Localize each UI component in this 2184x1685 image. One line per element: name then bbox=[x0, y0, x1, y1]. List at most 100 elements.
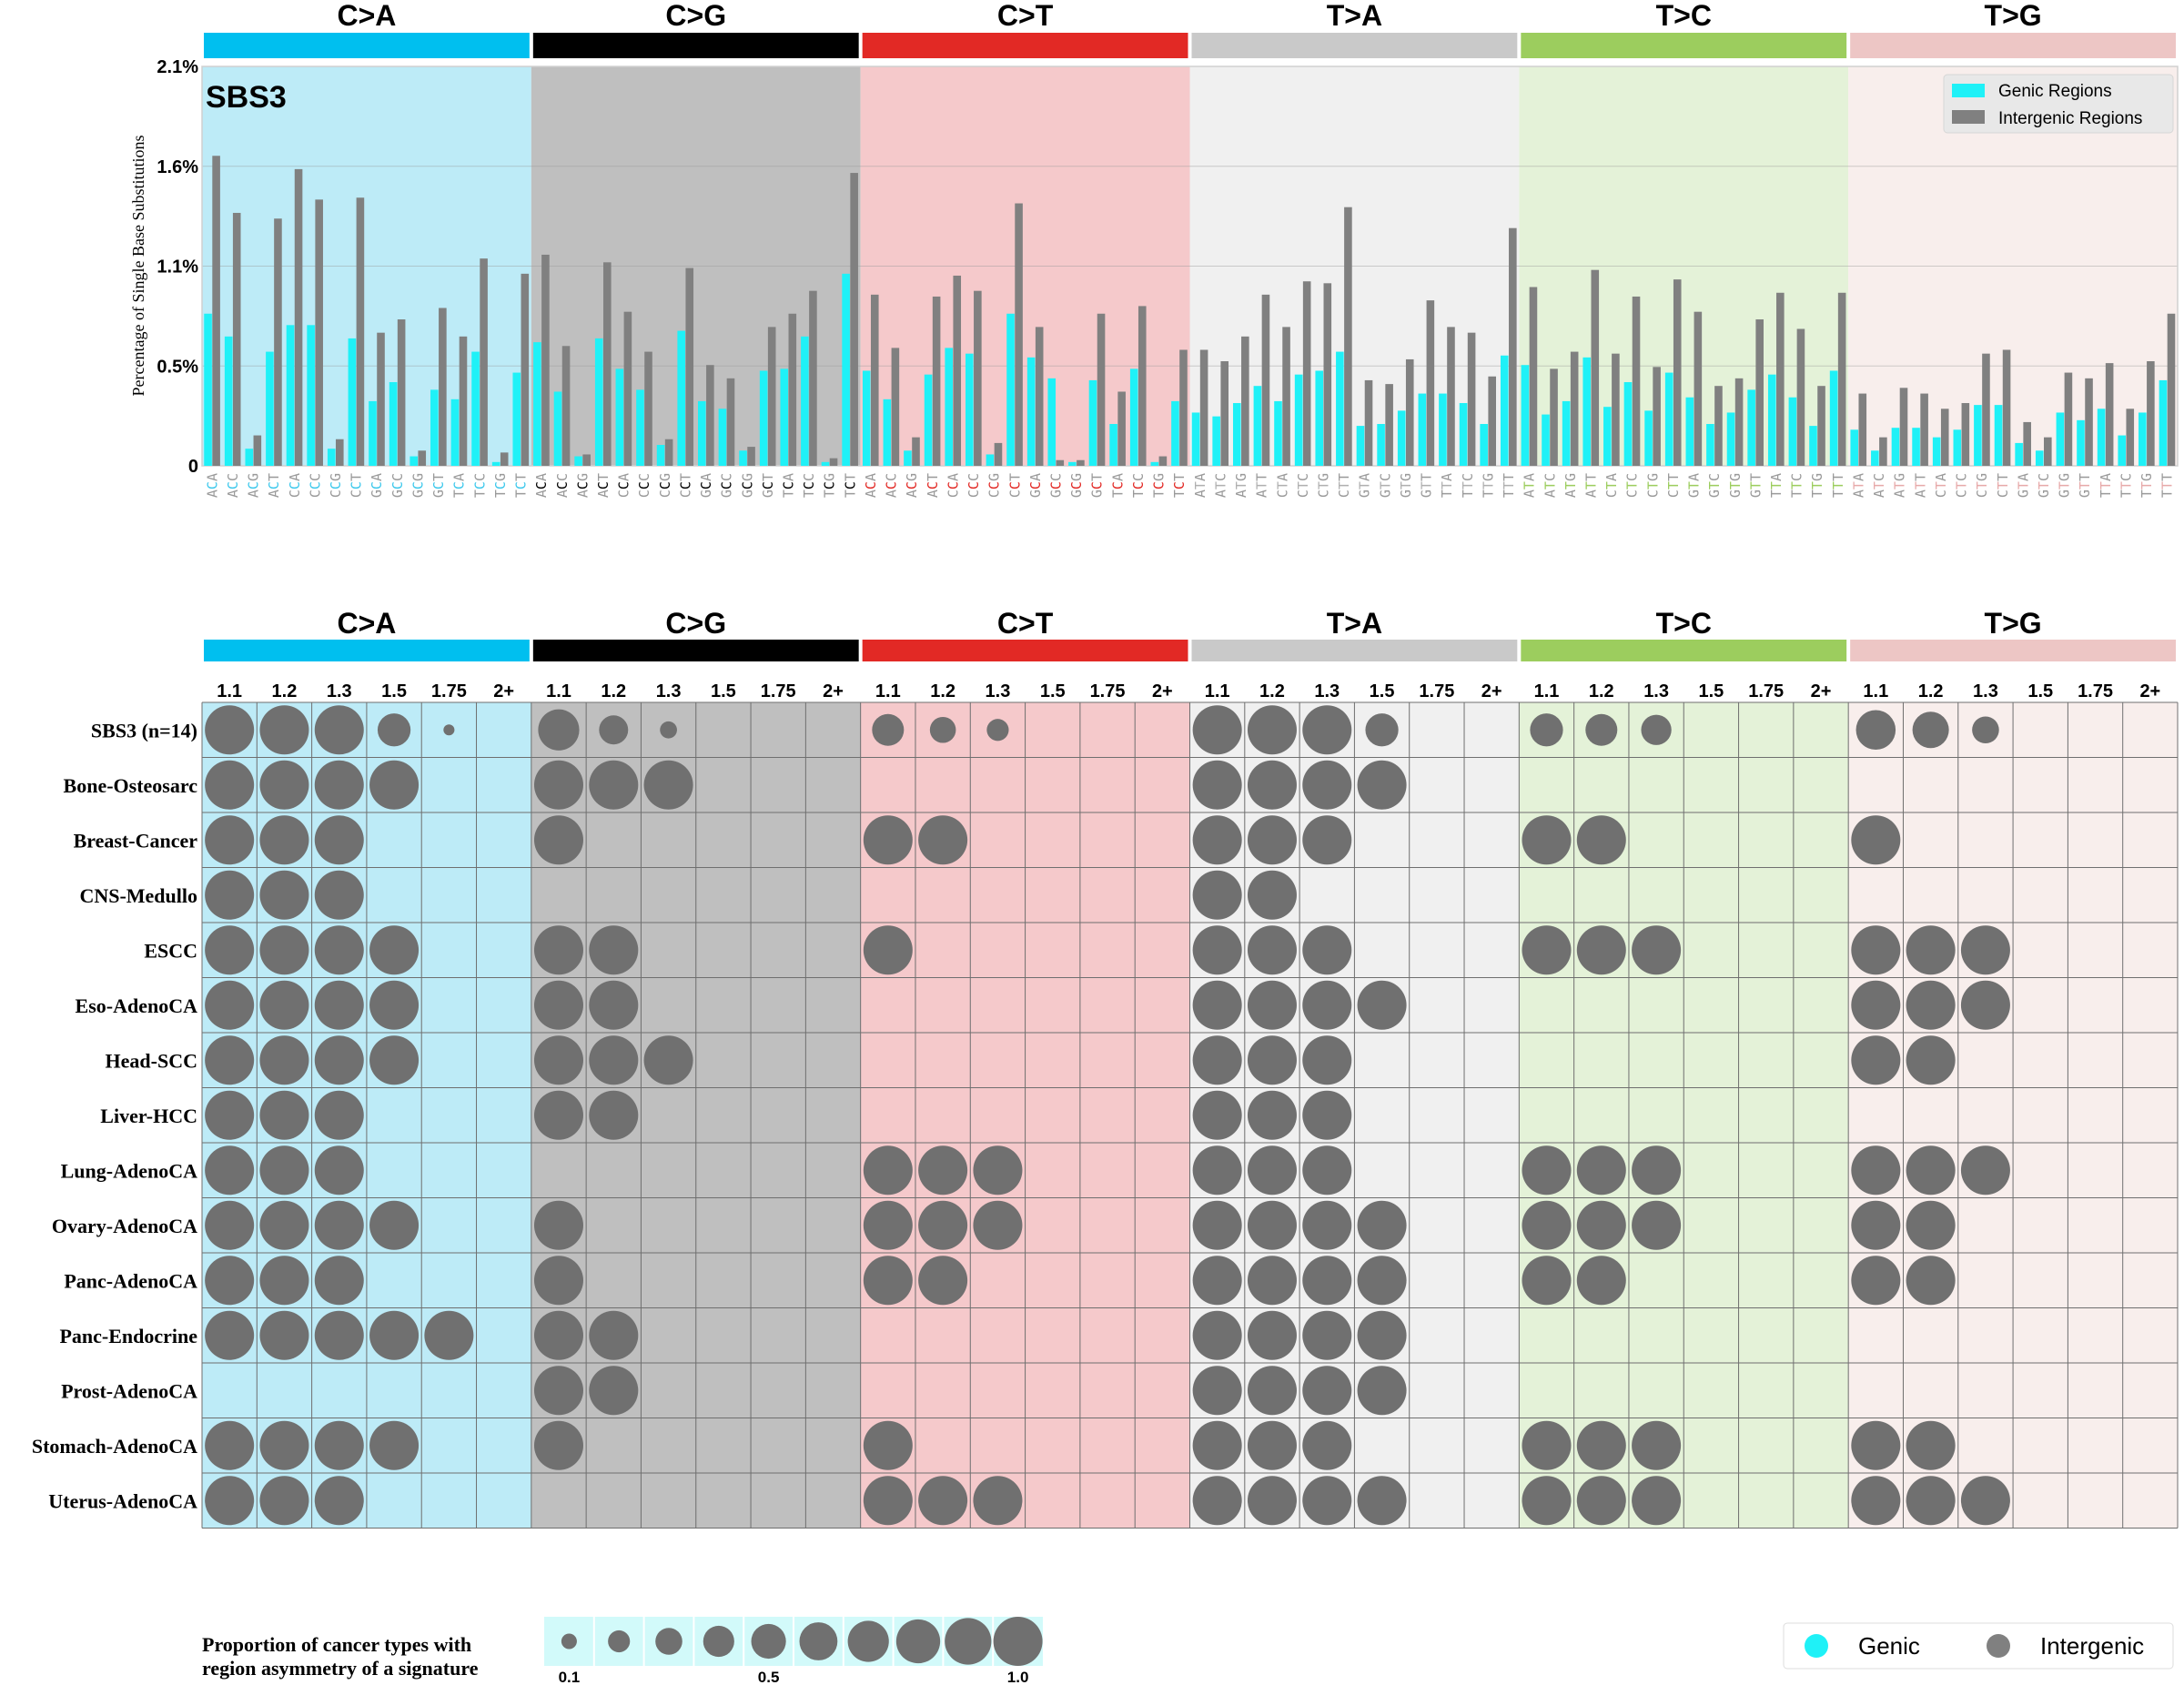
context-label: ACC bbox=[884, 473, 900, 498]
bubble bbox=[259, 1090, 309, 1140]
series-legend: Genic Regions Intergenic Regions bbox=[1943, 74, 2174, 134]
bubble bbox=[918, 1476, 968, 1526]
bar-intergenic bbox=[1323, 283, 1332, 466]
color-legend-marker-genic bbox=[1805, 1634, 1828, 1658]
bubble bbox=[1302, 1310, 1352, 1360]
bar-intergenic bbox=[1467, 332, 1476, 466]
bubble bbox=[314, 1200, 364, 1250]
context-base: T bbox=[2036, 481, 2052, 489]
bar-intergenic bbox=[1879, 437, 1887, 466]
bar-intergenic bbox=[2064, 372, 2073, 466]
bubble bbox=[1522, 925, 1572, 975]
context-label: ATT bbox=[1582, 473, 1599, 498]
context-base: A bbox=[533, 489, 550, 498]
context-label: ACA bbox=[533, 473, 550, 498]
context-base: C bbox=[1048, 473, 1065, 481]
context-base: C bbox=[1603, 489, 1620, 498]
bar-genic bbox=[512, 372, 521, 466]
bar-intergenic bbox=[1653, 367, 1661, 466]
bubble bbox=[1960, 1145, 2010, 1196]
bar-genic bbox=[286, 325, 295, 466]
class-header-bar bbox=[1191, 640, 1518, 661]
bar-genic bbox=[1047, 378, 1057, 466]
bubble bbox=[1632, 1200, 1682, 1250]
bar-genic bbox=[924, 374, 933, 466]
bubble bbox=[259, 1145, 309, 1196]
bar-intergenic bbox=[480, 258, 488, 466]
context-base: T bbox=[1624, 481, 1641, 489]
fold-bin-label: 1.2 bbox=[1589, 681, 1614, 701]
bubble bbox=[918, 1200, 968, 1250]
context-base: C bbox=[719, 481, 735, 489]
legend-swatch-genic bbox=[1952, 84, 1985, 97]
bubble bbox=[1247, 1090, 1297, 1140]
bar-intergenic bbox=[356, 197, 365, 466]
bubble bbox=[1357, 1200, 1407, 1250]
context-base: A bbox=[204, 473, 220, 481]
row-label: Liver-HCC bbox=[100, 1105, 197, 1127]
context-base: T bbox=[1212, 481, 1228, 489]
bar-intergenic bbox=[212, 156, 220, 466]
context-base: A bbox=[1109, 473, 1126, 481]
context-label: TTC bbox=[1789, 473, 1805, 498]
chart-title: SBS3 bbox=[206, 80, 287, 115]
context-base: A bbox=[1562, 489, 1579, 498]
context-base: T bbox=[1295, 481, 1311, 489]
bubble bbox=[986, 719, 1009, 742]
bar-intergenic bbox=[891, 348, 900, 466]
context-base: G bbox=[1233, 473, 1249, 481]
context-base: T bbox=[1974, 481, 1990, 489]
class-header-label: T>C bbox=[1656, 0, 1712, 32]
context-base: C bbox=[1954, 473, 1970, 481]
context-label: CTT bbox=[1665, 473, 1682, 498]
context-base: C bbox=[349, 481, 365, 489]
context-base: C bbox=[677, 481, 693, 489]
context-label: ATA bbox=[1850, 473, 1866, 498]
bar-genic bbox=[1129, 368, 1138, 466]
context-base: C bbox=[781, 481, 797, 489]
context-base: C bbox=[1006, 481, 1023, 489]
bubble bbox=[1302, 1090, 1352, 1140]
context-label: ATG bbox=[1562, 473, 1579, 498]
row-label: Ovary-AdenoCA bbox=[52, 1215, 197, 1237]
bubble bbox=[443, 724, 455, 736]
bubble bbox=[1576, 925, 1626, 975]
context-base: C bbox=[1048, 481, 1065, 489]
context-base: C bbox=[328, 489, 344, 498]
context-base: T bbox=[1151, 489, 1168, 498]
context-label: ACA bbox=[863, 473, 879, 498]
fold-bin-label: 1.5 bbox=[2027, 681, 2053, 701]
bubble bbox=[205, 760, 255, 810]
bubble bbox=[1906, 1420, 1956, 1470]
context-base: C bbox=[1151, 481, 1168, 489]
context-base: G bbox=[1974, 473, 1990, 481]
bubble bbox=[1851, 980, 1901, 1030]
bubble bbox=[533, 760, 583, 810]
context-label: TTA bbox=[2098, 473, 2114, 498]
bar-intergenic bbox=[1570, 351, 1579, 466]
bar-intergenic bbox=[2044, 437, 2052, 466]
context-base: T bbox=[2015, 481, 2031, 489]
bubble bbox=[1851, 1200, 1901, 1250]
class-header-label: C>A bbox=[337, 0, 396, 32]
bubble bbox=[863, 1256, 913, 1306]
context-base: C bbox=[1954, 489, 1970, 498]
bar-genic bbox=[615, 368, 624, 466]
bubble bbox=[259, 1310, 309, 1360]
context-base: C bbox=[471, 481, 488, 489]
bubble bbox=[589, 980, 639, 1030]
context-label: TCC bbox=[1130, 473, 1147, 498]
context-base: C bbox=[636, 481, 652, 489]
context-base: C bbox=[349, 489, 365, 498]
class-header-label: C>G bbox=[665, 0, 726, 32]
bubble bbox=[1192, 1035, 1242, 1085]
bar-genic bbox=[204, 313, 212, 466]
bubble bbox=[1906, 1476, 1956, 1526]
row-label: Panc-Endocrine bbox=[59, 1325, 197, 1347]
bar-intergenic bbox=[1117, 391, 1126, 466]
bubble bbox=[314, 1310, 364, 1360]
context-base: C bbox=[719, 473, 735, 481]
context-base: A bbox=[1603, 473, 1620, 481]
fold-bin-label: 2+ bbox=[1481, 681, 1502, 701]
bar-intergenic bbox=[623, 311, 632, 466]
